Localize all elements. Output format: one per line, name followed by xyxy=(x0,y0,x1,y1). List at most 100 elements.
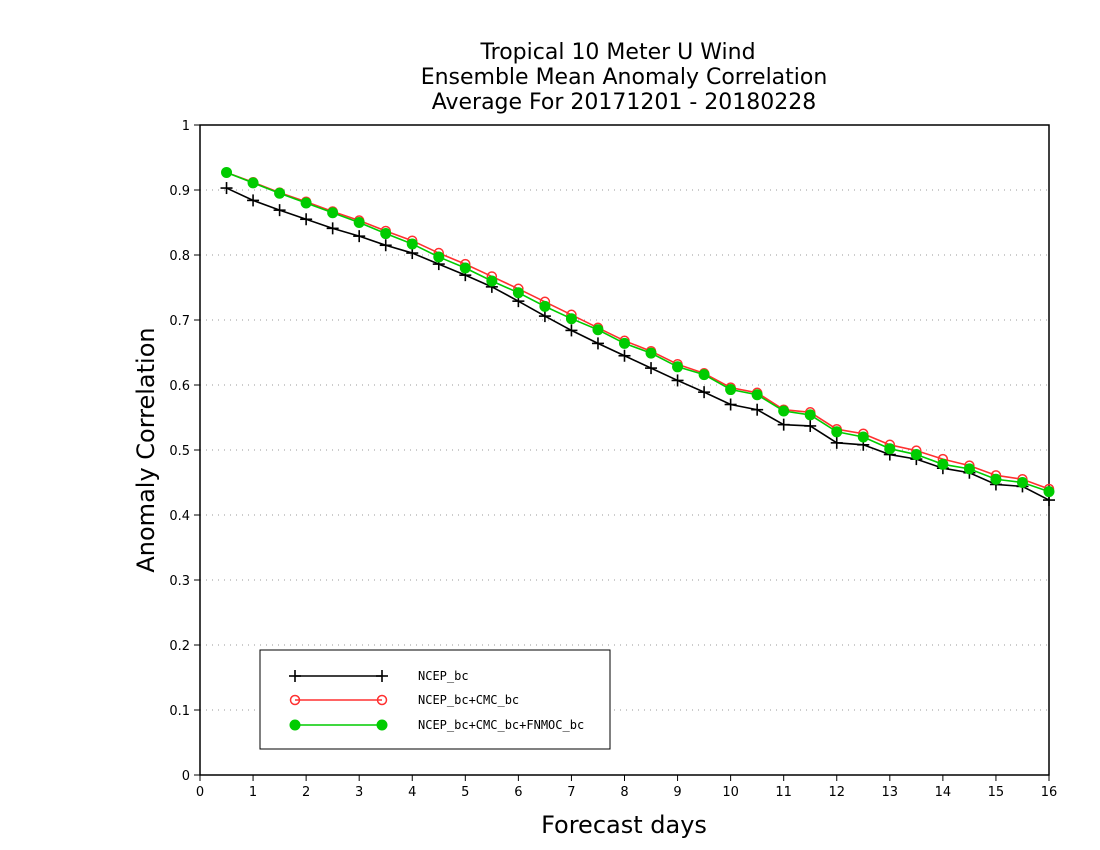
title-line-2: Ensemble Mean Anomaly Correlation xyxy=(421,65,828,90)
legend-label: NCEP_bc+CMC_bc xyxy=(418,693,519,707)
data-point xyxy=(459,262,471,274)
legend-item: NCEP_bc xyxy=(289,669,469,683)
y-axis: 0 0.1 0.2 0.3 0.4 0.5 0.6 0.7 0.8 0.9 1 xyxy=(169,119,200,784)
x-tick-label: 4 xyxy=(408,785,416,800)
x-tick-label: 11 xyxy=(775,785,792,800)
data-point xyxy=(353,230,366,243)
data-point xyxy=(247,194,260,207)
data-point xyxy=(725,384,737,396)
data-point xyxy=(963,463,975,475)
data-point xyxy=(247,177,259,189)
data-point xyxy=(698,386,711,399)
legend: NCEP_bc NCEP_bc+CMC_bc NCEP_bc+CMC_bc+FNMO… xyxy=(259,649,611,750)
x-axis-title: Forecast days xyxy=(541,811,707,839)
x-tick-label: 10 xyxy=(722,785,739,800)
data-point xyxy=(433,251,445,263)
legend-marker xyxy=(289,670,301,682)
gridlines xyxy=(200,189,1049,711)
data-point xyxy=(1016,477,1028,488)
y-tick-label: 0.4 xyxy=(169,509,190,524)
y-tick-label: 1 xyxy=(182,119,190,134)
data-point xyxy=(406,238,418,250)
legend-item: NCEP_bc+CMC_bc xyxy=(289,693,519,707)
x-tick-label: 15 xyxy=(988,785,1005,800)
data-point xyxy=(592,324,604,336)
chart-title: Tropical 10 Meter U Wind Ensemble Mean A… xyxy=(421,40,828,115)
x-tick-label: 16 xyxy=(1041,785,1058,800)
x-axis: 0 1 2 3 4 5 6 7 8 9 10 11 12 13 14 15 16 xyxy=(196,775,1057,800)
series-layer xyxy=(220,166,1055,507)
data-point xyxy=(591,337,604,350)
y-axis-title: Anomaly Correlation xyxy=(132,327,160,572)
data-point xyxy=(220,182,233,195)
x-tick-label: 0 xyxy=(196,785,204,800)
data-point xyxy=(1043,486,1055,498)
data-point xyxy=(884,443,896,455)
x-tick-label: 6 xyxy=(514,785,522,800)
y-tick-label: 0.7 xyxy=(169,314,190,329)
x-tick-label: 8 xyxy=(620,785,628,800)
data-point xyxy=(565,313,577,325)
data-point xyxy=(273,204,286,217)
data-point xyxy=(751,389,763,401)
data-point xyxy=(672,361,684,373)
legend-marker xyxy=(376,670,388,682)
data-point xyxy=(937,458,949,470)
data-point xyxy=(830,436,843,449)
title-line-1: Tropical 10 Meter U Wind xyxy=(479,40,755,65)
data-point xyxy=(618,349,631,362)
data-point xyxy=(538,310,551,323)
series-2 xyxy=(221,166,1055,498)
y-tick-label: 0 xyxy=(182,769,190,784)
y-tick-label: 0.8 xyxy=(169,249,190,264)
x-tick-label: 12 xyxy=(828,785,845,800)
legend-label: NCEP_bc xyxy=(418,669,469,683)
data-point xyxy=(300,213,313,226)
data-point xyxy=(619,337,630,349)
y-tick-label: 0.1 xyxy=(169,704,190,719)
data-point xyxy=(990,473,1002,485)
data-point xyxy=(221,166,233,178)
x-tick-label: 7 xyxy=(567,785,575,800)
x-tick-label: 5 xyxy=(461,785,469,800)
x-tick-label: 1 xyxy=(249,785,257,800)
data-point xyxy=(353,217,365,228)
legend-label: NCEP_bc+CMC_bc+FNMOC_bc xyxy=(418,718,584,732)
y-tick-label: 0.2 xyxy=(169,639,190,654)
data-point xyxy=(777,418,790,431)
data-point xyxy=(379,239,392,252)
data-point xyxy=(486,275,498,287)
data-point xyxy=(512,287,524,299)
x-tick-label: 13 xyxy=(882,785,899,800)
title-line-3: Average For 20171201 - 20180228 xyxy=(432,90,817,115)
data-point xyxy=(539,300,551,312)
x-tick-label: 3 xyxy=(355,785,363,800)
legend-marker xyxy=(376,694,388,706)
data-point xyxy=(778,405,790,417)
data-point xyxy=(751,403,764,416)
legend-item: NCEP_bc+CMC_bc+FNMOC_bc xyxy=(289,718,584,732)
x-tick-label: 2 xyxy=(302,785,310,800)
data-point xyxy=(857,431,869,443)
x-tick-label: 14 xyxy=(935,785,952,800)
data-point xyxy=(274,187,286,199)
legend-marker xyxy=(376,719,388,731)
data-point xyxy=(910,449,922,461)
data-point xyxy=(804,409,816,421)
data-point xyxy=(804,419,817,432)
legend-marker xyxy=(289,694,301,706)
data-point xyxy=(645,362,658,375)
y-tick-label: 0.3 xyxy=(169,574,190,589)
data-point xyxy=(698,369,710,381)
y-tick-label: 0.6 xyxy=(169,379,190,394)
data-point xyxy=(831,426,843,438)
data-point xyxy=(326,222,339,235)
legend-marker xyxy=(289,719,301,731)
data-point xyxy=(327,207,339,219)
data-point xyxy=(724,398,737,411)
y-tick-label: 0.5 xyxy=(169,444,190,459)
data-point xyxy=(380,228,392,240)
y-tick-label: 0.9 xyxy=(169,184,190,199)
data-point xyxy=(645,347,657,359)
